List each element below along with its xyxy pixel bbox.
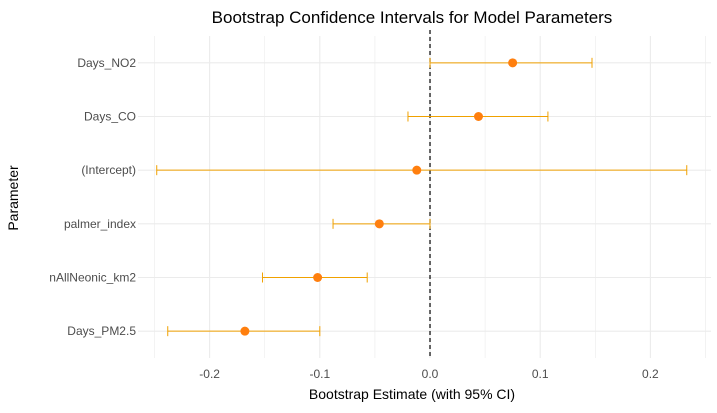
x-tick-label: 0.2 — [642, 367, 659, 381]
estimate-point — [412, 165, 422, 175]
x-tick-label: -0.2 — [199, 367, 220, 381]
tick-label-layer: Days_NO2 Days_CO (Intercept) palmer_index nA… — [49, 56, 659, 381]
x-tick-label: -0.1 — [309, 367, 330, 381]
grid-layer — [138, 36, 711, 358]
chart-title: Bootstrap Confidence Intervals for Model… — [212, 8, 613, 27]
y-tick-label: nAllNeonic_km2 — [49, 271, 136, 285]
y-tick-label: Days_CO — [84, 110, 136, 124]
estimate-point — [508, 58, 518, 68]
x-tick-label: 0.0 — [422, 367, 439, 381]
y-tick-label: (Intercept) — [81, 163, 136, 177]
y-axis-label: Parameter — [5, 165, 21, 231]
y-tick-label: Days_NO2 — [77, 56, 136, 70]
estimate-point — [240, 326, 250, 336]
errorbar-layer — [156, 57, 688, 337]
x-tick-label: 0.1 — [532, 367, 549, 381]
estimate-point — [374, 219, 384, 229]
y-tick-label: palmer_index — [64, 217, 136, 231]
x-axis-label: Bootstrap Estimate (with 95% CI) — [309, 386, 515, 402]
estimate-point — [473, 112, 483, 121]
y-tick-label: Days_PM2.5 — [67, 324, 136, 338]
point-layer — [240, 58, 518, 336]
estimate-point — [313, 273, 323, 282]
